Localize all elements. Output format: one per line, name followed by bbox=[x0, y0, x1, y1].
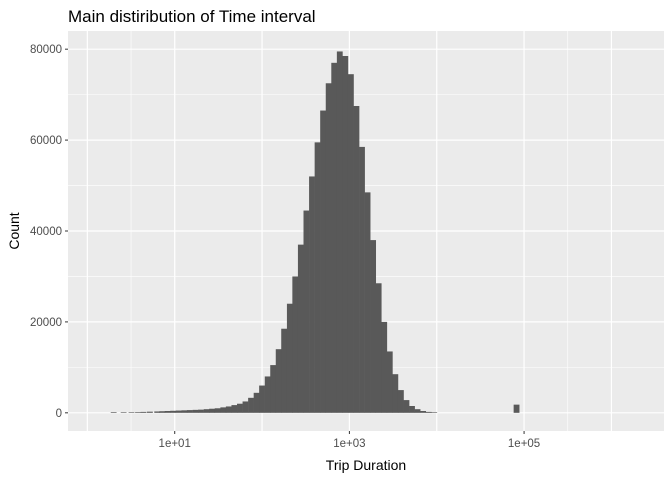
y-tick-label: 40000 bbox=[30, 226, 62, 238]
histogram-bar bbox=[342, 56, 349, 413]
histogram-bar bbox=[214, 408, 221, 413]
x-tick-label: 1e+01 bbox=[159, 438, 191, 450]
histogram-bar bbox=[175, 410, 182, 413]
histogram-bar bbox=[309, 176, 315, 413]
y-tick-label: 80000 bbox=[30, 44, 62, 56]
y-tick-label: 0 bbox=[56, 408, 62, 420]
y-axis-ticks: 0 20000 40000 60000 80000 bbox=[30, 44, 68, 420]
histogram-bar bbox=[420, 411, 427, 413]
histogram-bar bbox=[320, 110, 327, 413]
histogram-bar bbox=[392, 374, 399, 413]
x-tick-label: 1e+03 bbox=[333, 438, 365, 450]
histogram-bar bbox=[164, 411, 171, 413]
histogram-bar bbox=[231, 405, 238, 413]
histogram-bar bbox=[220, 407, 227, 413]
histogram-bar bbox=[248, 397, 254, 413]
histogram-bar bbox=[159, 411, 166, 413]
histogram-bar bbox=[336, 51, 343, 413]
histogram-bar bbox=[154, 411, 161, 413]
x-tick-label: 1e+05 bbox=[508, 438, 540, 450]
histogram-bar bbox=[314, 142, 321, 413]
histogram-bar bbox=[146, 411, 153, 413]
histogram-bar bbox=[135, 412, 141, 413]
histogram-bar bbox=[275, 349, 282, 413]
histogram-bar bbox=[364, 192, 371, 413]
histogram-bar bbox=[370, 240, 377, 413]
histogram-bar bbox=[253, 392, 260, 413]
histogram-bar bbox=[425, 411, 432, 413]
histogram-bar bbox=[264, 376, 271, 413]
histogram-bar bbox=[331, 62, 338, 413]
histogram-bar bbox=[110, 412, 117, 413]
histogram-bar bbox=[297, 244, 304, 413]
histogram-bar bbox=[303, 210, 310, 413]
histogram-bar bbox=[409, 406, 415, 413]
histogram-bar bbox=[259, 385, 265, 413]
histogram-bar bbox=[270, 365, 277, 413]
y-tick-label: 20000 bbox=[30, 317, 62, 329]
x-axis-ticks: 1e+01 1e+03 1e+05 bbox=[159, 431, 540, 450]
histogram-bar bbox=[325, 83, 332, 413]
histogram-bars bbox=[110, 51, 520, 413]
histogram-bar bbox=[128, 412, 135, 413]
x-axis-label: Trip Duration bbox=[326, 457, 406, 473]
histogram-bar bbox=[381, 321, 388, 413]
histogram-bar bbox=[181, 410, 188, 413]
y-axis-label: Count bbox=[6, 212, 22, 249]
histogram-bar bbox=[192, 409, 199, 413]
histogram-bar bbox=[170, 410, 177, 413]
histogram-bar bbox=[203, 409, 210, 413]
histogram-bar bbox=[375, 283, 382, 413]
histogram-bar bbox=[431, 412, 438, 413]
histogram-bar bbox=[281, 328, 288, 413]
histogram-bar bbox=[140, 411, 147, 413]
histogram-bar bbox=[403, 400, 410, 413]
histogram-bar bbox=[359, 146, 365, 413]
histogram-bar bbox=[353, 106, 360, 413]
y-tick-label: 60000 bbox=[30, 135, 62, 147]
histogram-bar bbox=[120, 412, 127, 413]
histogram-bar bbox=[414, 409, 421, 413]
histogram-bar bbox=[292, 276, 299, 413]
histogram-bar bbox=[242, 401, 249, 413]
histogram-bar bbox=[237, 403, 243, 413]
histogram-bar bbox=[286, 303, 293, 413]
histogram-bar bbox=[198, 409, 204, 413]
histogram-bar bbox=[386, 351, 393, 413]
histogram-bar bbox=[397, 390, 404, 413]
histogram-bar bbox=[347, 74, 354, 413]
histogram-bar bbox=[186, 410, 193, 413]
histogram-bar bbox=[513, 404, 520, 413]
histogram-bar bbox=[225, 406, 232, 413]
chart-title: Main distiribution of Time interval bbox=[68, 7, 316, 26]
histogram-bar bbox=[209, 408, 216, 413]
